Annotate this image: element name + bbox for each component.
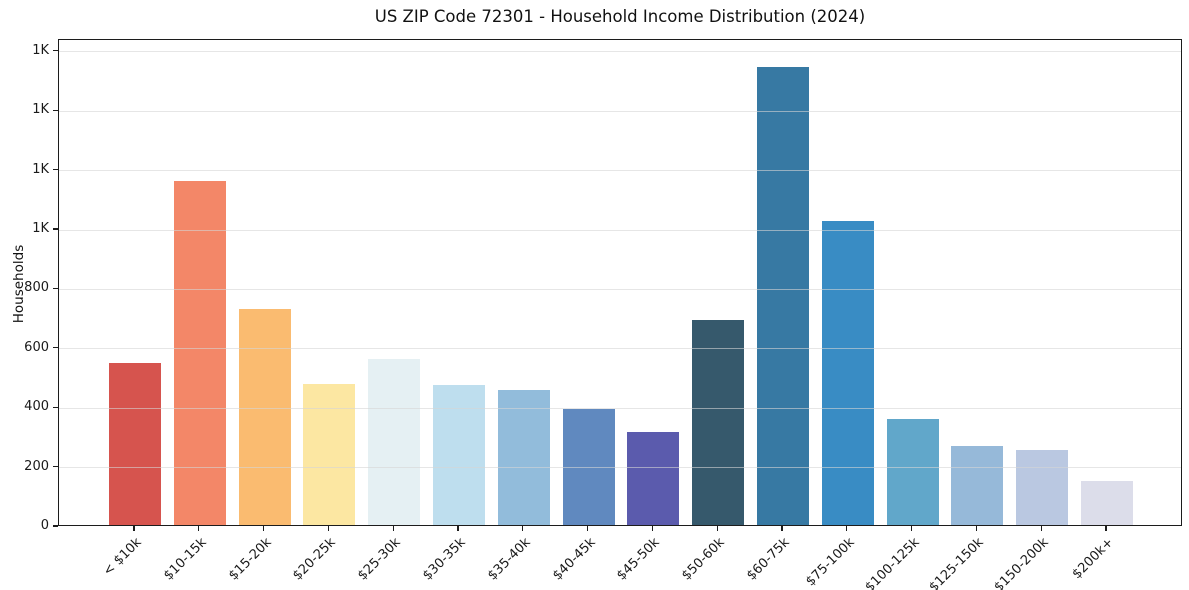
bar-12 [821, 220, 874, 525]
x-axis-tick [587, 526, 589, 531]
bar-6 [433, 384, 485, 525]
x-axis-tick [263, 526, 265, 531]
y-axis-tick [53, 228, 58, 230]
y-axis-tick [53, 347, 58, 349]
y-tick-label: 400 [24, 399, 49, 415]
bar-5 [368, 358, 421, 525]
x-axis-tick [846, 526, 848, 531]
x-axis-tick [716, 526, 718, 531]
y-tick-label: 600 [24, 339, 49, 355]
bar-9 [627, 432, 680, 525]
x-axis-tick [651, 526, 653, 531]
x-axis-tick [392, 526, 394, 531]
y-axis-tick [53, 287, 58, 290]
bar-3 [238, 309, 291, 525]
bar-15 [1016, 450, 1069, 525]
y-tick-label: 1K [32, 102, 49, 118]
bar-8 [562, 408, 615, 525]
y-axis-tick [53, 50, 58, 52]
bar-16 [1081, 481, 1133, 525]
y-axis-tick [53, 406, 58, 408]
y-axis-tick [53, 109, 58, 111]
y-gridline [59, 51, 1181, 53]
y-tick-label: 1K [32, 161, 49, 177]
bar-14 [951, 446, 1004, 525]
x-axis-tick [198, 526, 200, 531]
y-gridline [59, 110, 1181, 112]
y-gridline [59, 229, 1181, 231]
y-tick-label: 200 [24, 458, 49, 474]
y-gridline [59, 407, 1181, 409]
x-axis-tick [781, 526, 783, 531]
bar-13 [886, 419, 939, 525]
x-axis-tick [457, 526, 459, 531]
bar-2 [173, 181, 226, 525]
y-gridline [59, 467, 1181, 469]
x-axis-tick [522, 526, 524, 531]
x-tick-label: < $10k [100, 535, 145, 580]
y-gridline [59, 288, 1181, 290]
x-axis-tick [975, 526, 977, 531]
x-axis-tick [911, 526, 913, 531]
bar-4 [303, 383, 356, 525]
x-axis-tick [1040, 526, 1042, 531]
y-tick-label: 1K [32, 221, 49, 237]
y-tick-label: 0 [40, 518, 49, 533]
bar-7 [497, 389, 550, 525]
y-axis-tick [53, 466, 58, 468]
chart-title: US ZIP Code 72301 - Household Income Dis… [374, 7, 866, 26]
y-tick-label: 800 [24, 280, 49, 296]
y-axis-tick [53, 525, 58, 527]
y-gridline [59, 348, 1181, 350]
plot-area [58, 39, 1182, 526]
x-axis-tick [1105, 526, 1107, 531]
bar-1 [109, 363, 161, 525]
bar-10 [692, 319, 745, 525]
y-gridline [59, 170, 1181, 172]
x-axis-tick [327, 526, 329, 531]
y-tick-label: 1K [32, 42, 49, 58]
x-axis-tick [133, 526, 135, 531]
bar-11 [757, 66, 809, 525]
y-axis-tick [53, 169, 58, 171]
